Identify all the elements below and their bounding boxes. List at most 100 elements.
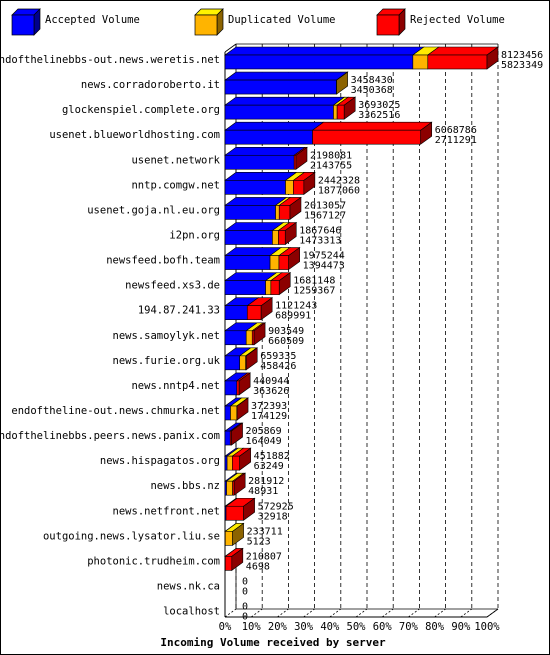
server-label: glockenspiel.complete.org (62, 104, 220, 116)
bar-row: usenet.blueworldhosting.com 6068786271129… (49, 121, 477, 146)
accepted-bar-top (224, 96, 346, 106)
server-label: localhost (163, 606, 220, 618)
rejected-bar (293, 180, 305, 195)
accepted-bar (224, 154, 295, 170)
duplicated-bar (230, 405, 238, 421)
bar-side (295, 146, 308, 170)
duplicated-bar (226, 480, 233, 496)
bar-side (239, 447, 251, 471)
server-label: newsfeed.bofh.team (106, 255, 220, 267)
bar-row: endoftheline-out.news.chmurka.net 3723931… (11, 397, 287, 422)
bar-side (232, 522, 244, 546)
duplicated-bar (245, 330, 253, 346)
accepted-bar (224, 355, 240, 371)
accepted-value-label: 5823349 (501, 60, 543, 71)
total-value-label: 233711 (247, 526, 283, 537)
total-value-label: 210807 (246, 551, 282, 562)
accepted-bar (224, 230, 273, 245)
total-value-label: 903549 (268, 326, 304, 337)
total-value-label: 440944 (253, 376, 289, 387)
accepted-bar (224, 430, 231, 446)
server-label: news.bbs.nz (150, 480, 220, 492)
total-value-label: 1867646 (299, 225, 341, 236)
accepted-bar-top (224, 71, 349, 81)
server-label: news.nntp4.net (131, 380, 220, 392)
bar-side (278, 272, 291, 296)
accepted-bar (224, 54, 414, 70)
x-tick-label: 70% (399, 621, 419, 633)
accepted-value-label: 1567127 (304, 210, 346, 221)
accepted-value-label: 1394473 (303, 261, 345, 272)
legend-label: Accepted Volume (45, 14, 140, 26)
bar-side (336, 71, 348, 95)
legend-label: Rejected Volume (410, 14, 505, 26)
rejected-bar (278, 255, 289, 270)
accepted-value-label: 4698 (246, 561, 270, 572)
accepted-value-label: 48931 (248, 486, 278, 497)
x-tick-label: 20% (268, 621, 288, 633)
server-label: endofthelinebbs.peers.news.panix.com (0, 430, 220, 442)
x-tick-label: 40% (320, 621, 340, 633)
accepted-value-label: 3450368 (351, 85, 393, 96)
legend-item: Duplicated Volume (194, 8, 335, 36)
accepted-bar (224, 255, 271, 270)
accepted-bar (224, 129, 313, 145)
accepted-value-label: 689991 (275, 311, 311, 322)
server-label: news.furie.org.uk (113, 355, 221, 367)
accepted-bar-top (224, 121, 325, 131)
rejected-bar (236, 380, 240, 396)
server-label: outgoing.news.lysator.liu.se (43, 530, 220, 542)
server-label: usenet.goja.nl.eu.org (87, 204, 220, 216)
accepted-bar (224, 330, 247, 346)
x-tick-label: 90% (451, 621, 471, 633)
accepted-value-label: 5123 (247, 536, 271, 547)
rejected-bar (278, 205, 291, 220)
bar-side (260, 297, 273, 321)
bar-side (284, 221, 297, 246)
accepted-bar-top (224, 146, 307, 156)
rejected-bar-top (311, 121, 433, 131)
bar-side (289, 196, 302, 221)
bar-row: news.nk.ca 00 (157, 576, 248, 597)
accepted-bar-top (224, 46, 425, 56)
rejected-bar (312, 129, 422, 145)
legend-swatch (376, 14, 400, 36)
server-label: endoftheline-out.news.chmurka.net (11, 405, 220, 417)
accepted-value-label: 2711291 (435, 135, 477, 146)
bar-side (238, 372, 251, 396)
server-label: nntp.comgw.net (131, 179, 220, 191)
server-label: usenet.blueworldhosting.com (49, 129, 220, 141)
server-label: news.samoylyk.net (113, 330, 220, 342)
total-value-label: 0 (242, 576, 248, 587)
chart-title: Incoming Volume received by server (160, 636, 386, 649)
legend-label: Duplicated Volume (228, 14, 335, 26)
total-value-label: 8123456 (501, 50, 543, 61)
bar-side (486, 46, 499, 70)
accepted-bar (224, 280, 266, 295)
accepted-value-label: 32918 (258, 511, 288, 522)
accepted-bar (224, 380, 238, 396)
duplicated-bar (412, 54, 429, 70)
legend-item: Accepted Volume (11, 8, 140, 36)
accepted-bar (224, 455, 228, 471)
plot-area: 0% 10% 20% 30% 40% 50% 60% 70% 80% 90% 100% endofth… (0, 43, 543, 633)
duplicated-bar (285, 180, 294, 195)
x-tick-label: 30% (294, 621, 314, 633)
frame-edge (224, 43, 237, 53)
legend-item: Rejected Volume (376, 8, 505, 36)
accepted-bar (224, 104, 334, 120)
x-tick-label: 0% (219, 621, 232, 633)
server-label: photonic.trudheim.com (87, 555, 220, 567)
bar-row: endofthelinebbs.peers.news.panix.com 2058… (0, 422, 282, 447)
total-value-label: 572925 (258, 501, 294, 512)
rejected-bar (246, 305, 262, 321)
bar-side (253, 322, 266, 346)
rejected-bar (224, 556, 233, 571)
accepted-value-label: 458426 (260, 361, 296, 372)
bar-side (233, 472, 246, 496)
x-tick-label: 80% (425, 621, 445, 633)
total-value-label: 1975244 (303, 251, 345, 262)
